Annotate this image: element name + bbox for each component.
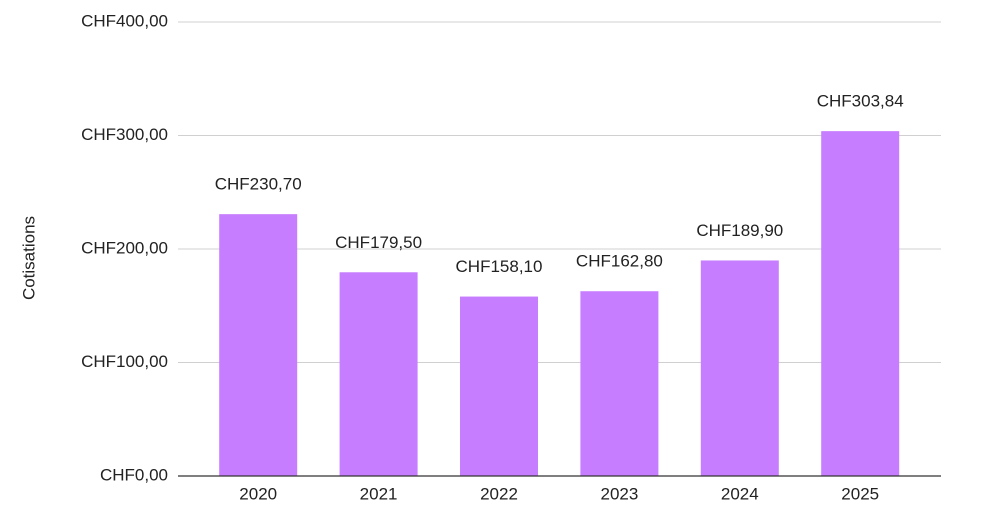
x-tick-label: 2020 (239, 484, 277, 503)
value-label: CHF162,80 (576, 252, 663, 271)
x-tick-label: 2025 (841, 484, 879, 503)
bar (460, 296, 538, 476)
value-label: CHF303,84 (817, 92, 904, 111)
bar (580, 291, 659, 476)
x-tick-label: 2024 (721, 484, 759, 503)
y-tick-label: CHF0,00 (100, 465, 168, 484)
bar (821, 131, 900, 476)
x-tick-label: 2023 (600, 484, 638, 503)
y-tick-label: CHF200,00 (81, 238, 168, 257)
bar (700, 260, 779, 476)
y-tick-label: CHF400,00 (81, 11, 168, 30)
value-label: CHF189,90 (696, 221, 783, 240)
y-tick-label: CHF100,00 (81, 352, 168, 371)
value-label: CHF158,10 (456, 257, 543, 276)
value-label: CHF230,70 (215, 175, 302, 194)
y-tick-label: CHF300,00 (81, 125, 168, 144)
x-tick-label: 2022 (480, 484, 518, 503)
value-label: CHF179,50 (335, 233, 422, 252)
x-tick-label: 2021 (360, 484, 398, 503)
y-axis-label: Cotisations (19, 216, 38, 300)
bar (219, 214, 298, 476)
bar (339, 272, 418, 476)
